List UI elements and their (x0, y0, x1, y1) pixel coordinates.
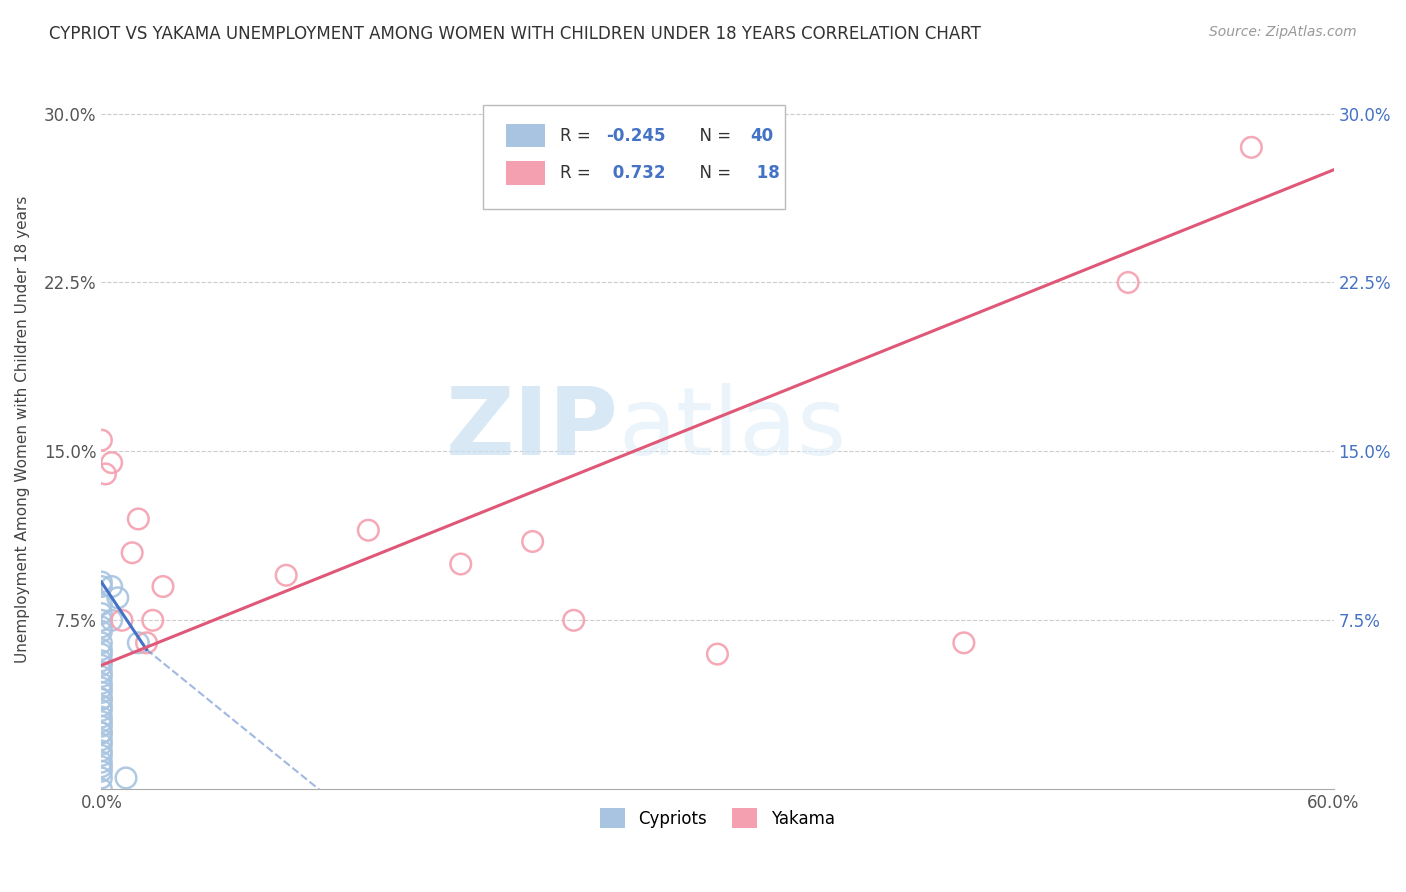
Point (90, 782, 112, 797)
Point (90, 714, 112, 729)
Point (90, 719, 112, 733)
Point (111, 613, 134, 627)
Point (90, 636, 112, 650)
Point (90, 732, 112, 747)
Point (90, 681, 112, 695)
Point (706, 647, 728, 661)
Point (142, 613, 165, 627)
Point (90, 607, 112, 621)
FancyBboxPatch shape (484, 104, 785, 209)
Point (115, 771, 138, 785)
Point (90, 703, 112, 717)
Point (90, 744, 112, 758)
Point (1116, 276, 1139, 290)
Point (90, 685, 112, 699)
Point (90, 647, 112, 661)
FancyBboxPatch shape (506, 161, 546, 185)
Text: 0.732: 0.732 (606, 164, 665, 182)
Point (522, 534, 544, 549)
Point (276, 568, 298, 582)
Point (90, 676, 112, 690)
Point (90, 665, 112, 679)
Legend: Cypriots, Yakama: Cypriots, Yakama (593, 801, 841, 835)
Point (121, 546, 143, 560)
Point (100, 613, 122, 627)
Point (90, 670, 112, 684)
Point (90, 642, 112, 657)
Point (90, 748, 112, 763)
Point (90, 654, 112, 668)
Point (90, 755, 112, 769)
Point (90, 574, 112, 589)
Text: 40: 40 (751, 127, 773, 145)
Point (90, 598, 112, 612)
Point (90, 737, 112, 751)
Point (90, 764, 112, 779)
Point (90, 692, 112, 706)
Point (953, 636, 976, 650)
Point (90, 726, 112, 740)
Point (90, 710, 112, 724)
Point (90, 613, 112, 627)
FancyBboxPatch shape (506, 124, 546, 147)
Text: CYPRIOT VS YAKAMA UNEMPLOYMENT AMONG WOMEN WITH CHILDREN UNDER 18 YEARS CORRELAT: CYPRIOT VS YAKAMA UNEMPLOYMENT AMONG WOM… (49, 25, 981, 43)
Point (135, 636, 157, 650)
Text: R =: R = (560, 127, 596, 145)
Point (152, 580, 174, 594)
Point (562, 613, 585, 627)
Point (90, 433, 112, 447)
Text: R =: R = (560, 164, 596, 182)
Y-axis label: Unemployment Among Women with Children Under 18 years: Unemployment Among Women with Children U… (15, 195, 30, 663)
Text: N =: N = (689, 164, 737, 182)
Point (90, 692, 112, 706)
Point (450, 557, 472, 571)
Text: atlas: atlas (619, 383, 848, 475)
Point (357, 523, 380, 537)
Text: N =: N = (689, 127, 737, 145)
Text: 18: 18 (751, 164, 779, 182)
Point (107, 591, 129, 605)
Point (90, 771, 112, 785)
Point (90, 760, 112, 774)
Text: ZIP: ZIP (446, 383, 619, 475)
Point (94, 467, 117, 481)
Point (90, 726, 112, 740)
Point (90, 658, 112, 673)
Point (100, 580, 122, 594)
Point (90, 580, 112, 594)
Point (90, 624, 112, 639)
Point (127, 512, 149, 526)
Point (90, 620, 112, 634)
Point (127, 636, 149, 650)
Point (1240, 140, 1263, 154)
Text: -0.245: -0.245 (606, 127, 666, 145)
Text: Source: ZipAtlas.com: Source: ZipAtlas.com (1209, 25, 1357, 39)
Point (100, 456, 122, 470)
Point (90, 698, 112, 713)
